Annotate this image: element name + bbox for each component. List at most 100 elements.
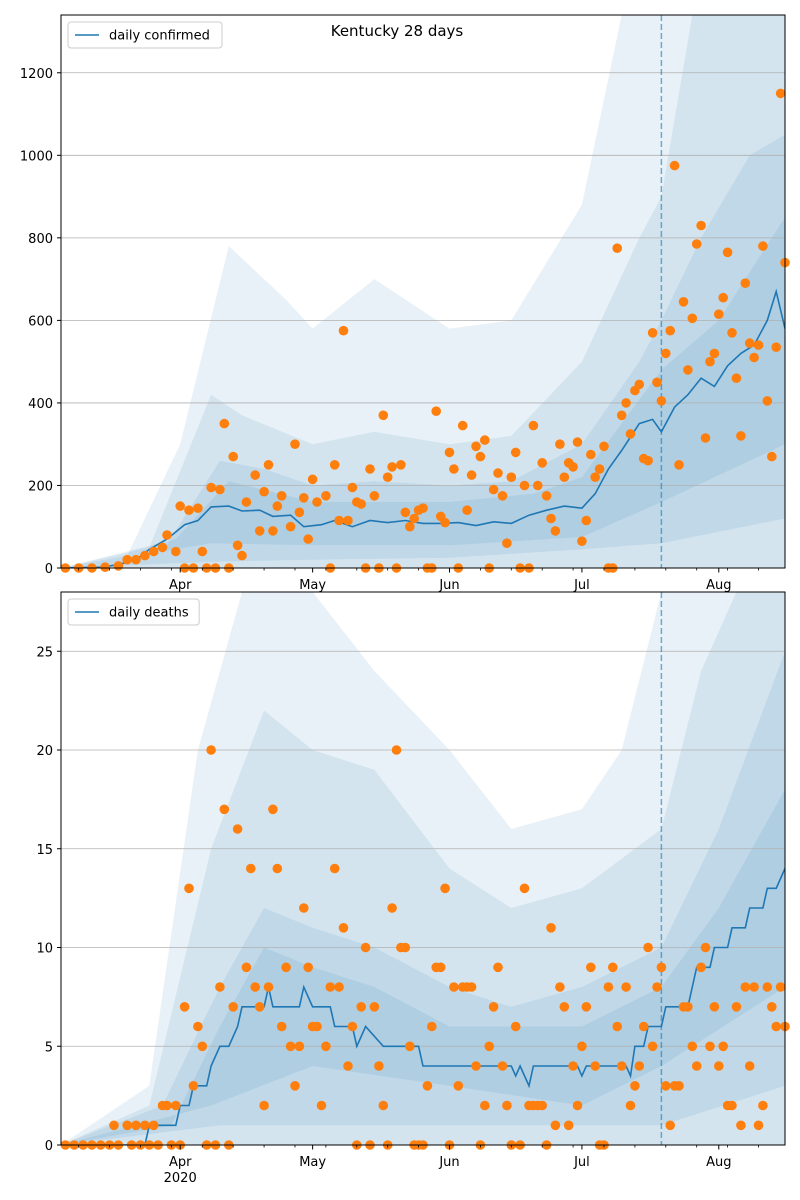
- deaths-point: [568, 1061, 578, 1071]
- confirmed-point: [321, 491, 331, 501]
- deaths-axes-frame: [60, 591, 786, 1146]
- confirmed-point: [714, 309, 724, 320]
- deaths-point: [502, 1100, 512, 1111]
- confirmed-ytick-label: 1200: [20, 67, 53, 82]
- deaths-year-label: 2020: [164, 1171, 197, 1186]
- confirmed-point: [418, 503, 428, 513]
- confirmed-ytick-label: 0: [45, 562, 53, 577]
- confirmed-point: [753, 340, 764, 350]
- confirmed-point: [736, 431, 746, 441]
- confirmed-point: [665, 325, 675, 336]
- deaths-point: [510, 1021, 521, 1032]
- confirmed-point: [131, 554, 141, 565]
- deaths-point: [753, 1120, 764, 1131]
- confirmed-point: [329, 460, 340, 470]
- deaths-point: [188, 1081, 199, 1091]
- confirmed-point: [696, 220, 706, 231]
- deaths-point: [608, 962, 618, 973]
- deaths-point: [687, 1041, 698, 1052]
- confirmed-band-3: [61, 134, 785, 568]
- deaths-point: [625, 1100, 636, 1111]
- confirmed-point: [758, 241, 768, 251]
- confirmed-point: [669, 160, 680, 171]
- confirmed-point: [647, 328, 658, 338]
- deaths-point: [647, 1041, 658, 1052]
- confirmed-point: [722, 247, 733, 258]
- deaths-point: [555, 982, 565, 992]
- deaths-observed-points: [60, 745, 790, 1150]
- confirmed-point: [206, 482, 216, 493]
- deaths-point: [572, 1100, 583, 1111]
- deaths-point: [736, 1120, 746, 1131]
- confirmed-ytick-label: 1000: [20, 149, 53, 164]
- confirmed-point: [254, 526, 265, 536]
- confirmed-point: [559, 472, 570, 483]
- deaths-point: [616, 1061, 627, 1071]
- confirmed-point: [594, 464, 605, 474]
- confirmed-point: [718, 292, 728, 303]
- confirmed-point: [387, 462, 397, 472]
- deaths-point: [466, 982, 477, 992]
- confirmed-point: [634, 379, 645, 390]
- deaths-point: [422, 1081, 433, 1091]
- deaths-point: [612, 1021, 622, 1032]
- deaths-point: [497, 1061, 508, 1071]
- confirmed-point: [767, 451, 777, 462]
- deaths-ytick-label: 0: [45, 1139, 53, 1154]
- confirmed-point: [219, 418, 230, 429]
- confirmed-point: [228, 451, 238, 462]
- deaths-ytick-label: 20: [36, 744, 53, 759]
- confirmed-point: [405, 521, 415, 532]
- confirmed-legend: daily confirmed: [67, 21, 223, 49]
- confirmed-point: [731, 373, 742, 384]
- deaths-gridlines: [61, 650, 785, 1047]
- confirmed-point: [775, 88, 786, 99]
- deaths-point: [179, 1002, 190, 1012]
- deaths-line: [61, 868, 785, 1145]
- deaths-point: [299, 903, 309, 913]
- deaths-point: [259, 1100, 269, 1111]
- deaths-point: [714, 1061, 724, 1071]
- confirmed-axes-frame: [60, 14, 786, 569]
- deaths-point: [369, 1002, 380, 1012]
- confirmed-point: [294, 507, 305, 518]
- confirmed-point: [687, 313, 698, 324]
- deaths-point: [621, 982, 631, 992]
- confirmed-point: [488, 484, 499, 495]
- confirmed-point: [612, 243, 622, 253]
- confirmed-point: [510, 447, 521, 458]
- deaths-point: [493, 962, 503, 973]
- deaths-point: [758, 1100, 768, 1111]
- confirmed-point: [290, 439, 300, 450]
- deaths-point: [775, 982, 786, 992]
- deaths-series-line: [61, 868, 785, 1145]
- confirmed-point: [744, 338, 755, 348]
- deaths-point: [718, 1041, 728, 1052]
- confirmed-point: [546, 513, 556, 524]
- confirmed-point: [175, 501, 185, 511]
- deaths-point: [263, 982, 274, 992]
- deaths-point: [634, 1061, 645, 1071]
- deaths-point: [638, 1021, 649, 1032]
- deaths-point: [109, 1120, 119, 1131]
- confirmed-band-1: [61, 15, 785, 568]
- confirmed-point: [762, 396, 773, 406]
- confirmed-xtick-label: Aug: [706, 578, 731, 593]
- confirmed-line: [61, 288, 785, 568]
- confirmed-point: [502, 538, 512, 548]
- confirmed-uncertainty-bands: [61, 15, 785, 568]
- confirmed-point: [674, 460, 684, 470]
- deaths-point: [749, 982, 759, 992]
- confirmed-legend-label: daily confirmed: [109, 29, 210, 44]
- deaths-point: [131, 1120, 141, 1131]
- confirmed-point: [705, 356, 715, 367]
- confirmed-point: [572, 437, 583, 447]
- confirmed-point: [444, 447, 455, 458]
- confirmed-point: [237, 550, 247, 561]
- deaths-point: [272, 863, 283, 874]
- deaths-point: [546, 923, 556, 933]
- deaths-point: [484, 1041, 495, 1052]
- deaths-point: [290, 1081, 300, 1091]
- deaths-point: [162, 1100, 172, 1111]
- confirmed-point: [232, 540, 243, 551]
